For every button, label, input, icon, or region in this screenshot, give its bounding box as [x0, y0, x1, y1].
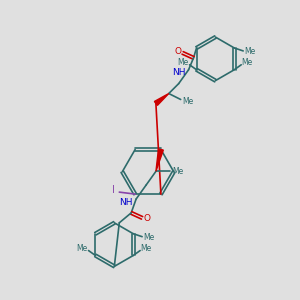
Text: Me: Me [140, 244, 152, 253]
Text: Me: Me [242, 58, 253, 67]
Text: I: I [112, 185, 115, 195]
Text: Me: Me [244, 47, 256, 56]
Text: O: O [174, 47, 181, 56]
Text: Me: Me [182, 97, 193, 106]
Text: Me: Me [177, 58, 188, 67]
Text: NH: NH [172, 68, 185, 77]
Text: O: O [143, 214, 151, 223]
Text: Me: Me [172, 167, 183, 176]
Text: Me: Me [76, 244, 87, 253]
Polygon shape [156, 149, 163, 171]
Polygon shape [154, 94, 169, 105]
Text: Me: Me [143, 233, 155, 242]
Text: NH: NH [119, 199, 133, 208]
